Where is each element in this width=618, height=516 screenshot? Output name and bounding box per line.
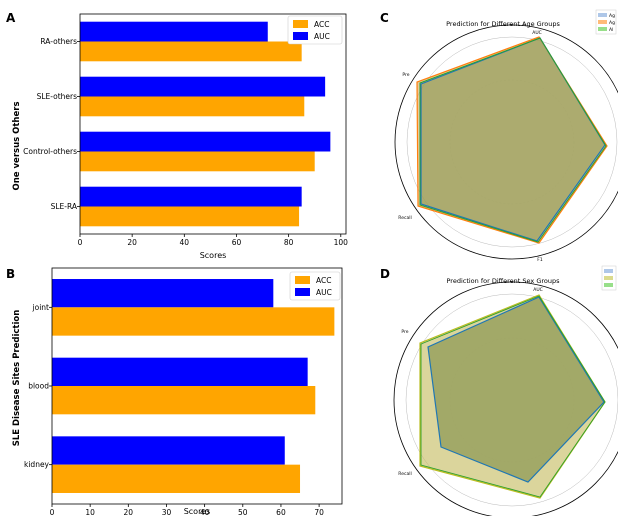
bar-auc-ra-others bbox=[80, 21, 268, 42]
legend-swatch-auc bbox=[293, 32, 308, 40]
panel-c-outer-circle bbox=[394, 24, 618, 260]
panel-a: A One versus Others SLE-RA Control-others… bbox=[6, 11, 348, 260]
x-tick-label: 10 bbox=[85, 508, 95, 516]
x-tick-label: 60 bbox=[276, 508, 286, 516]
panel-d-letter: D bbox=[380, 267, 390, 281]
panel-a-letter: A bbox=[6, 11, 16, 25]
x-tick-label: 40 bbox=[180, 238, 190, 247]
panel-b-bars bbox=[52, 279, 335, 493]
panel-c-axis-f1: F1 bbox=[537, 257, 543, 263]
x-tick-label: 50 bbox=[238, 508, 248, 516]
panel-c: C Prediction for Different Age Groups AU… bbox=[380, 9, 618, 263]
bar-acc-sle-ra bbox=[80, 206, 300, 227]
panel-a-xlabel: Scores bbox=[200, 251, 227, 260]
panel-c-legend-swatch-2 bbox=[598, 20, 607, 24]
bar-acc-joint bbox=[52, 307, 335, 336]
legend-swatch-acc-b bbox=[295, 276, 310, 284]
panel-d-axis-auc: AUC bbox=[533, 287, 543, 293]
bar-acc-sle-others bbox=[80, 96, 305, 117]
panel-a-ylabel: One versus Others bbox=[12, 102, 22, 191]
panel-c-legend-label-1: Ag bbox=[609, 13, 615, 19]
panel-d-outer-circle bbox=[393, 281, 618, 516]
bar-acc-control-others bbox=[80, 151, 315, 172]
category-label: joint bbox=[32, 303, 50, 312]
panel-b-legend: ACC AUC bbox=[289, 271, 341, 301]
panel-a-category-labels: SLE-RA Control-others SLE-others RA-others bbox=[23, 37, 80, 211]
legend-label-auc: AUC bbox=[314, 32, 330, 41]
panel-d-legend-swatch-2 bbox=[604, 276, 613, 280]
panel-b-x-ticks: 0 10 20 30 40 50 60 70 bbox=[50, 504, 324, 516]
bar-acc-ra-others bbox=[80, 41, 302, 62]
panel-c-grid-circle bbox=[406, 36, 618, 248]
panel-c-legend-swatch-1 bbox=[598, 13, 607, 17]
bar-auc-sle-others bbox=[80, 76, 326, 97]
x-tick-label: 40 bbox=[200, 508, 210, 516]
panel-c-axis-pre: Pre bbox=[402, 72, 409, 78]
bar-acc-kidney bbox=[52, 464, 301, 493]
panel-d-grid-circle bbox=[405, 293, 618, 507]
panel-c-legend-label-2: Ag bbox=[609, 20, 615, 26]
x-tick-label: 70 bbox=[314, 508, 324, 516]
legend-label-acc: ACC bbox=[314, 20, 329, 29]
legend-label-auc-b: AUC bbox=[316, 288, 332, 297]
panel-b-xlabel: Scores bbox=[184, 507, 211, 516]
panel-b-plot-frame bbox=[51, 267, 343, 505]
panel-c-legend-label-3: Al bbox=[609, 27, 613, 33]
panel-a-x-ticks: 0 20 40 60 80 100 bbox=[78, 234, 349, 247]
panel-b-category-labels: kidney blood joint bbox=[24, 303, 52, 469]
panel-d-axis-recall: Recall bbox=[398, 471, 411, 477]
x-tick-label: 100 bbox=[334, 238, 349, 247]
category-label: Control-others bbox=[23, 147, 77, 156]
panel-a-plot-frame bbox=[79, 13, 347, 235]
category-label: RA-others bbox=[40, 37, 77, 46]
x-tick-label: 20 bbox=[124, 508, 134, 516]
bar-acc-blood bbox=[52, 386, 316, 415]
legend-swatch-auc-b bbox=[295, 288, 310, 296]
category-label: blood bbox=[28, 382, 49, 391]
panel-a-legend: ACC AUC bbox=[287, 15, 343, 45]
panel-d-axis-pre: Pre bbox=[401, 329, 408, 335]
category-label: SLE-others bbox=[37, 92, 78, 101]
panel-d-polygon-green bbox=[420, 295, 606, 498]
panel-b-letter: B bbox=[6, 267, 15, 281]
panel-d-legend-swatch-1 bbox=[604, 269, 613, 273]
bar-auc-blood bbox=[52, 357, 308, 386]
panel-d-polygon-blue bbox=[427, 296, 605, 483]
panel-c-axis-auc: AUC bbox=[532, 30, 542, 36]
category-label: SLE-RA bbox=[51, 202, 78, 211]
panel-a-bars bbox=[80, 21, 331, 227]
legend-label-acc-b: ACC bbox=[316, 276, 331, 285]
x-tick-label: 20 bbox=[127, 238, 137, 247]
panel-d-title: Prediction for Different Sex Groups bbox=[446, 277, 560, 285]
category-label: kidney bbox=[24, 460, 50, 469]
x-tick-label: 30 bbox=[162, 508, 172, 516]
panel-d-legend-swatch-3 bbox=[604, 283, 613, 287]
x-tick-label: 80 bbox=[284, 238, 294, 247]
panel-c-legend: Ag Ag Al bbox=[595, 9, 617, 35]
bar-auc-sle-ra bbox=[80, 186, 302, 207]
bar-auc-control-others bbox=[80, 131, 331, 152]
x-tick-label: 0 bbox=[50, 508, 55, 516]
bar-auc-joint bbox=[52, 279, 274, 308]
panel-c-axis-recall: Recall bbox=[398, 215, 411, 221]
panel-c-letter: C bbox=[380, 11, 389, 25]
panel-d-legend bbox=[601, 265, 617, 291]
panel-c-polygon-blue bbox=[420, 37, 606, 242]
panel-d: D Prediction for Different Sex Groups AU… bbox=[380, 265, 618, 516]
x-tick-label: 0 bbox=[78, 238, 83, 247]
panel-c-polygon-green bbox=[419, 37, 607, 243]
panel-b: B SLE Disease Sites Prediction kidney blo… bbox=[6, 267, 343, 516]
panel-c-title: Prediction for Different Age Groups bbox=[446, 20, 560, 28]
legend-swatch-acc bbox=[293, 20, 308, 28]
bar-auc-kidney bbox=[52, 436, 285, 465]
x-tick-label: 60 bbox=[232, 238, 242, 247]
panel-c-legend-swatch-3 bbox=[598, 27, 607, 31]
panel-b-ylabel: SLE Disease Sites Prediction bbox=[12, 310, 22, 447]
